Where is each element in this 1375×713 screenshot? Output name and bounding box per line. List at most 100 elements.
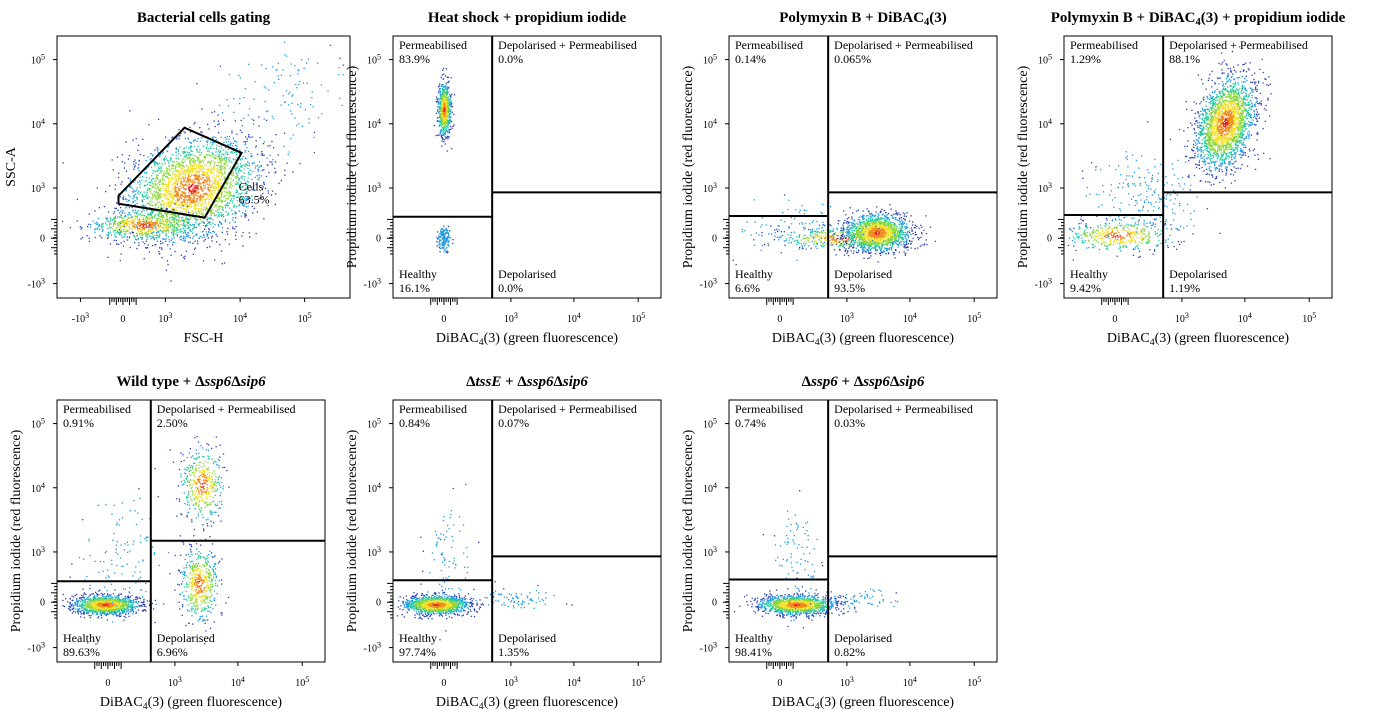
panel-gating-point [113,239,115,241]
panel-gating-point [223,163,225,166]
panel-gating-point [124,221,126,224]
panel-polymyxin-dibac-point [923,244,925,246]
panel-gating-point [188,194,191,196]
panel-polymyxin-dibac-point [849,239,852,241]
panel-gating-point [129,246,131,249]
panel-gating-point [171,183,173,185]
panel-gating-point [178,138,180,140]
panel-gating-point [171,177,173,180]
panel-gating-point [180,194,182,196]
panel-gating-point [162,227,165,229]
panel-gating-point [79,226,81,228]
panel-gating-point [257,168,259,170]
panel-gating-point [191,237,194,239]
panel-heat-shock-point [444,75,447,77]
panel-heat-shock-point [449,119,452,121]
panel-gating-point [172,196,174,198]
panel-polymyxin-dibac-point [899,242,901,244]
panel-polymyxin-dibac-point [908,230,910,232]
panel-gating-point [188,169,190,171]
panel-polymyxin-dibac-point [903,241,905,244]
panel-heat-shock-y-tick-exp: 4 [377,116,381,125]
panel-gating-point [342,64,344,66]
panel-gating-point [184,132,186,134]
panel-gating-point [300,103,302,105]
panel-gating-point [183,195,185,198]
panel-heat-shock-point [441,230,443,233]
panel-gating-point [145,218,147,220]
panel-gating-point [224,178,226,180]
panel-heat-shock-point [440,103,442,105]
panel-gating-point [193,235,195,238]
panel-gating-point [231,209,233,211]
panel-heat-shock-point [446,105,448,107]
panel-gating-point [205,140,208,143]
panel-gating-point [202,209,205,211]
panel-polymyxin-dibac-point [870,238,872,241]
panel-heat-shock-point [444,115,446,118]
panel-gating-point [189,179,192,181]
panel-gating-point [204,157,206,159]
panel-gating-point [223,187,225,189]
panel-gating-point [183,229,186,232]
panel-gating-point [295,124,298,127]
panel-gating-point [164,198,166,200]
panel-gating-point [211,211,213,213]
panel-gating-point [199,218,202,220]
panel-polymyxin-dibac-point [802,247,804,250]
panel-polymyxin-dibac-point [824,231,826,234]
panel-gating-point [202,260,205,262]
panel-gating-point [225,187,227,189]
panel-gating-point [165,227,168,229]
panel-gating-point [119,196,121,198]
panel-polymyxin-dibac-point [907,237,909,239]
panel-gating-point [212,171,214,173]
panel-gating-point [206,154,209,156]
panel-gating-point [233,195,235,197]
panel-heat-shock-point [448,116,450,119]
panel-heat-shock-point [440,100,442,103]
panel-gating-point [125,170,128,172]
panel-heat-shock-point [446,87,448,89]
panel-gating-point [212,155,214,157]
panel-gating-point [235,231,237,233]
panel-gating-point [193,225,195,227]
panel-gating-point [225,146,227,149]
panel-gating-point [154,224,156,226]
panel-gating-point [176,187,178,189]
panel-gating-point [248,201,250,204]
panel-polymyxin-dibac-point [820,232,823,234]
panel-polymyxin-dibac-point [814,236,816,238]
panel-gating-point [149,190,151,193]
panel-heat-shock-point [446,115,449,117]
panel-gating-point [141,234,143,236]
panel-gating-point [231,132,233,134]
panel-gating-point [109,231,111,233]
panel-gating-point [213,164,215,166]
panel-heat-shock-point [439,114,442,116]
panel-polymyxin-dibac-point [816,243,819,246]
panel-gating-point [224,173,226,175]
panel-heat-shock-point [446,237,448,240]
panel-gating-point [188,190,190,192]
panel-gating-point [193,187,195,189]
panel-gating-point [157,207,160,209]
panel-gating-point [196,204,198,206]
panel-gating-point [191,201,193,203]
panel-polymyxin-dibac-point [801,246,804,248]
panel-gating-point [218,208,220,210]
panel-gating-point [204,179,206,181]
panel-heat-shock-point [448,120,450,122]
panel-gating-point [240,163,242,165]
panel-gating-point [185,206,187,208]
panel-gating-point [197,223,199,225]
panel-gating-point [136,224,138,226]
panel-gating-point [249,136,251,139]
panel-gating-point [195,186,198,188]
panel-gating-point [203,222,205,224]
panel-heat-shock-x-axis-label-run-2: (3) (green fluorescence) [484,331,619,346]
panel-gating-point [129,217,131,219]
panel-gating-point [245,136,247,138]
panel-gating-point [173,233,175,235]
panel-heat-shock-point [438,120,440,122]
